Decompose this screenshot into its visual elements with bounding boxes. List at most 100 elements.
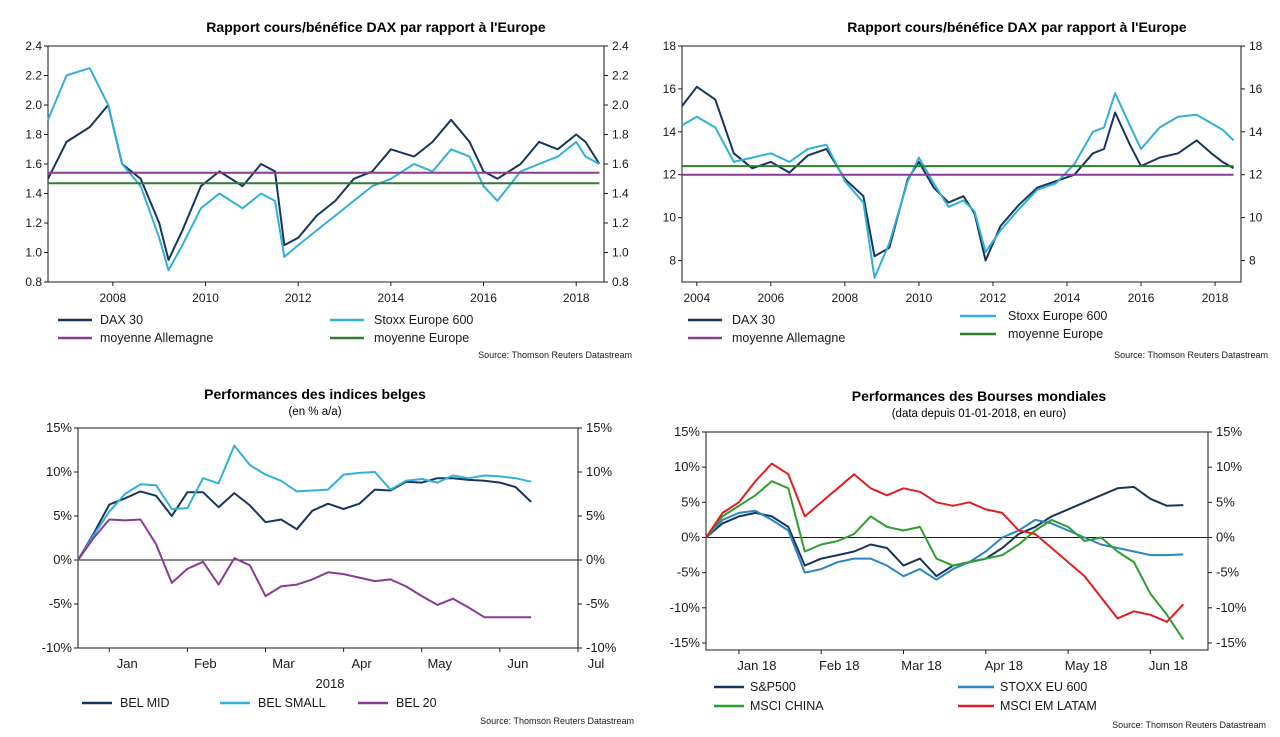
x-tick-label: Mar <box>272 656 295 671</box>
y-tick-label-right: -5% <box>586 596 610 611</box>
y-tick-label-left: 14 <box>663 125 677 139</box>
x-tick-label: Jun 18 <box>1149 658 1188 673</box>
legend-label-bel-20: BEL 20 <box>396 696 437 710</box>
legend-label-bel-small: BEL SMALL <box>258 696 326 710</box>
y-tick-label-right: -15% <box>1216 635 1247 650</box>
source-1: Source: Thomson Reuters Datastream <box>478 350 632 360</box>
chart-panel-1: Rapport cours/bénéfice DAX par rapport à… <box>0 0 640 370</box>
series-line-msci-em-latam <box>705 462 1185 623</box>
y-tick-label-left: 16 <box>663 82 677 96</box>
plot-area-4 <box>705 431 1209 651</box>
chart-panel-4: Performances des Bourses mondiales (data… <box>640 370 1280 732</box>
x-tick-label: May <box>427 656 452 671</box>
y-tick-label-right: 10 <box>1249 211 1263 225</box>
y-tick-label-left: 5% <box>53 508 72 523</box>
y-tick-label-right: 15% <box>1216 424 1242 439</box>
series-line-dax-30 <box>681 85 1235 262</box>
x-tick-label: Feb <box>194 656 216 671</box>
series-line-bel-small <box>77 444 532 561</box>
y-tick-label-left: -10% <box>42 640 73 655</box>
chart-1: Rapport cours/bénéfice DAX par rapport à… <box>25 19 632 360</box>
series-line-bel-mid <box>77 477 532 561</box>
y-tick-label-right: 2.2 <box>612 69 629 83</box>
y-tick-label-left: 0% <box>681 529 700 544</box>
y-tick-label-right: 16 <box>1249 82 1263 96</box>
y-tick-label-right: 1.6 <box>612 157 629 171</box>
y-tick-label-left: 15% <box>46 420 72 435</box>
x-tick-label: 2012 <box>980 291 1007 305</box>
chart-2: Rapport cours/bénéfice DAX par rapport à… <box>663 19 1268 360</box>
series-line-stoxx-europe-600 <box>681 92 1235 279</box>
x-tick-label: 2016 <box>470 291 497 305</box>
legend-label-msci-latam: MSCI EM LATAM <box>1000 699 1097 713</box>
y-tick-label-left: 0% <box>53 552 72 567</box>
y-tick-label-right: 5% <box>1216 494 1235 509</box>
legend-label-stoxx-eu: STOXX EU 600 <box>1000 680 1087 694</box>
y-tick-label-right: 14 <box>1249 125 1263 139</box>
x-tick-label: Feb 18 <box>819 658 859 673</box>
legend-1: DAX 30 Stoxx Europe 600 moyenne Allemagn… <box>58 313 473 345</box>
y-tick-label-left: 2.0 <box>25 98 42 112</box>
legend-label-moy-allemagne: moyenne Allemagne <box>732 331 845 345</box>
x-axis-label-3: 2018 <box>316 676 345 691</box>
y-tick-label-right: 5% <box>586 508 605 523</box>
y-tick-label-right: 15% <box>586 420 612 435</box>
chart-3-subtitle: (en % a/a) <box>288 406 341 418</box>
y-tick-label-right: 10% <box>586 464 612 479</box>
chart-1-title: Rapport cours/bénéfice DAX par rapport à… <box>206 19 546 35</box>
y-tick-label-right: 0.8 <box>612 275 629 289</box>
y-tick-label-right: 2.4 <box>612 39 629 53</box>
y-tick-label-left: 18 <box>663 39 677 53</box>
series-line-s-p500 <box>705 485 1184 578</box>
x-tick-label: Mar 18 <box>901 658 941 673</box>
x-tick-label: Jan <box>117 656 138 671</box>
source-4: Source: Thomson Reuters Datastream <box>1112 720 1266 730</box>
y-tick-label-left: 10% <box>674 459 700 474</box>
chart-3: Performances des indices belges (en % a/… <box>42 386 634 726</box>
y-tick-label-left: 10% <box>46 464 72 479</box>
chart-panel-3: Performances des indices belges (en % a/… <box>0 370 640 732</box>
series-line-dax-30 <box>47 104 601 261</box>
y-tick-label-right: 10% <box>1216 459 1242 474</box>
y-tick-label-right: -10% <box>586 640 617 655</box>
y-tick-label-left: 5% <box>681 494 700 509</box>
x-tick-label: Jun <box>507 656 528 671</box>
y-tick-label-right: 12 <box>1249 168 1263 182</box>
y-tick-label-left: 1.4 <box>25 187 42 201</box>
plot-area-3 <box>77 427 579 649</box>
y-tick-label-left: 2.4 <box>25 39 42 53</box>
y-tick-label-left: 8 <box>669 254 676 268</box>
y-tick-label-right: 1.8 <box>612 128 629 142</box>
y-tick-label-left: -5% <box>49 596 73 611</box>
legend-label-moy-europe: moyenne Europe <box>1008 327 1103 341</box>
x-tick-label: 2014 <box>1054 291 1081 305</box>
legend-3: BEL MID BEL SMALL BEL 20 <box>82 696 437 710</box>
legend-label-dax: DAX 30 <box>732 313 775 327</box>
y-tick-label-left: 12 <box>663 168 677 182</box>
y-tick-label-left: -10% <box>670 600 701 615</box>
y-tick-label-left: 1.0 <box>25 246 42 260</box>
y-tick-label-left: 2.2 <box>25 69 42 83</box>
series-line-msci-china <box>705 480 1185 641</box>
y-tick-label-right: -10% <box>1216 600 1247 615</box>
chart-3-title: Performances des indices belges <box>204 386 426 402</box>
series-line-stoxx-eu-600 <box>705 509 1184 581</box>
x-tick-label: 2016 <box>1128 291 1155 305</box>
series-line-stoxx-europe-600 <box>47 67 600 272</box>
legend-label-moy-europe: moyenne Europe <box>374 331 469 345</box>
legend-label-sp500: S&P500 <box>750 680 796 694</box>
legend-label-msci-china: MSCI CHINA <box>750 699 824 713</box>
y-tick-label-left: 1.2 <box>25 216 42 230</box>
y-tick-label-left: 0.8 <box>25 275 42 289</box>
x-tick-label: Jul <box>588 656 605 671</box>
source-2: Source: Thomson Reuters Datastream <box>1114 350 1268 360</box>
y-tick-label-left: 1.6 <box>25 157 42 171</box>
chart-4-title: Performances des Bourses mondiales <box>852 388 1107 404</box>
x-tick-label: 2008 <box>832 291 859 305</box>
y-tick-label-right: 1.4 <box>612 187 629 201</box>
y-tick-label-right: 8 <box>1249 254 1256 268</box>
legend-label-dax: DAX 30 <box>100 313 143 327</box>
y-tick-label-right: 18 <box>1249 39 1263 53</box>
chart-4-subtitle: (data depuis 01-01-2018, en euro) <box>892 408 1067 420</box>
x-tick-label: Jan 18 <box>737 658 776 673</box>
